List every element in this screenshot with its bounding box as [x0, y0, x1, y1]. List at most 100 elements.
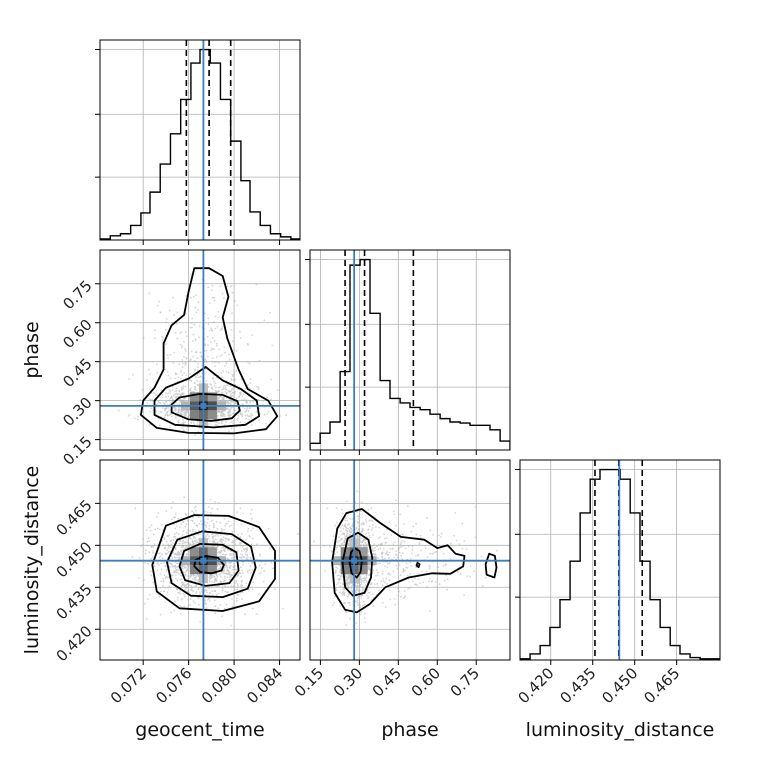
- sample-point: [221, 396, 224, 399]
- sample-point: [177, 410, 180, 413]
- sample-point: [216, 326, 219, 328]
- sample-point: [466, 575, 468, 578]
- sample-point: [163, 416, 166, 419]
- sample-point: [364, 612, 366, 615]
- sample-point: [196, 357, 199, 360]
- sample-point: [172, 406, 175, 409]
- sample-point: [419, 534, 422, 537]
- sample-point: [359, 575, 362, 578]
- sample-point: [214, 382, 217, 385]
- sample-point: [172, 410, 175, 412]
- sample-point: [337, 581, 339, 584]
- sample-point: [219, 551, 222, 554]
- sample-point: [192, 528, 194, 531]
- sample-point: [229, 576, 232, 578]
- sample-point: [150, 407, 153, 410]
- sample-point: [230, 561, 233, 564]
- sample-point: [176, 387, 178, 390]
- sample-point: [224, 590, 227, 593]
- sample-point: [209, 341, 212, 344]
- sample-point: [168, 566, 171, 568]
- sample-point: [184, 414, 186, 417]
- sample-point: [223, 384, 226, 387]
- sample-point: [236, 574, 239, 577]
- sample-point: [182, 385, 185, 388]
- sample-point: [395, 558, 397, 561]
- sample-point: [367, 532, 370, 534]
- sample-point: [223, 517, 226, 520]
- sample-point: [197, 579, 200, 582]
- sample-point: [165, 575, 168, 578]
- sample-point: [359, 577, 362, 580]
- sample-point: [221, 388, 224, 391]
- sample-point: [211, 533, 213, 536]
- sample-point: [245, 557, 248, 560]
- sample-point: [195, 592, 197, 595]
- sample-point: [199, 593, 202, 595]
- sample-point: [185, 531, 188, 534]
- sample-point: [345, 500, 348, 503]
- sample-point: [249, 513, 252, 515]
- sample-point: [386, 583, 389, 585]
- sample-point: [208, 390, 211, 393]
- sample-point: [406, 574, 409, 577]
- sample-point: [386, 550, 388, 553]
- sample-point: [189, 537, 191, 540]
- sample-point: [169, 426, 171, 429]
- sample-point: [167, 547, 170, 549]
- sample-point: [204, 588, 207, 591]
- sample-point: [282, 607, 284, 610]
- sample-point: [399, 543, 402, 545]
- sample-point: [347, 601, 349, 604]
- sample-point: [184, 364, 187, 366]
- sample-point: [366, 580, 368, 583]
- sample-point: [219, 604, 222, 606]
- sample-point: [153, 543, 156, 546]
- sample-point: [171, 385, 174, 388]
- sample-point: [176, 552, 179, 555]
- sample-point: [178, 363, 181, 366]
- sample-point: [356, 490, 359, 493]
- sample-point: [329, 546, 331, 548]
- sample-point: [245, 582, 248, 585]
- sample-point: [230, 400, 232, 403]
- sample-point: [400, 545, 403, 548]
- sample-point: [165, 552, 168, 555]
- sample-point: [230, 557, 233, 559]
- sample-point: [360, 581, 363, 584]
- sample-point: [214, 365, 216, 367]
- sample-point: [346, 530, 348, 533]
- sample-point: [347, 576, 349, 579]
- sample-point: [360, 501, 363, 504]
- sample-point: [349, 531, 352, 534]
- sample-point: [336, 541, 339, 544]
- sample-point: [190, 421, 193, 424]
- sample-point: [362, 538, 364, 541]
- sample-point: [210, 520, 213, 523]
- sample-point: [338, 574, 340, 577]
- sample-point: [372, 569, 375, 572]
- sample-point: [177, 533, 180, 535]
- sample-point: [382, 578, 385, 580]
- sample-point: [181, 344, 184, 347]
- sample-point: [213, 340, 216, 342]
- sample-point: [245, 409, 248, 411]
- sample-point: [169, 390, 172, 392]
- sample-point: [208, 329, 211, 332]
- sample-point: [345, 517, 347, 519]
- sample-point: [160, 562, 163, 565]
- sample-point: [250, 508, 253, 511]
- sample-point: [362, 522, 365, 525]
- sample-point: [224, 524, 227, 527]
- sample-point: [227, 520, 230, 523]
- sample-point: [218, 386, 220, 389]
- sample-point: [355, 591, 357, 594]
- sample-point: [166, 535, 169, 538]
- sample-point: [182, 392, 185, 395]
- sample-point: [213, 299, 216, 302]
- sample-point: [158, 300, 161, 303]
- sample-point: [220, 581, 223, 584]
- sample-point: [234, 391, 237, 393]
- sample-point: [363, 579, 366, 582]
- sample-point: [197, 363, 200, 365]
